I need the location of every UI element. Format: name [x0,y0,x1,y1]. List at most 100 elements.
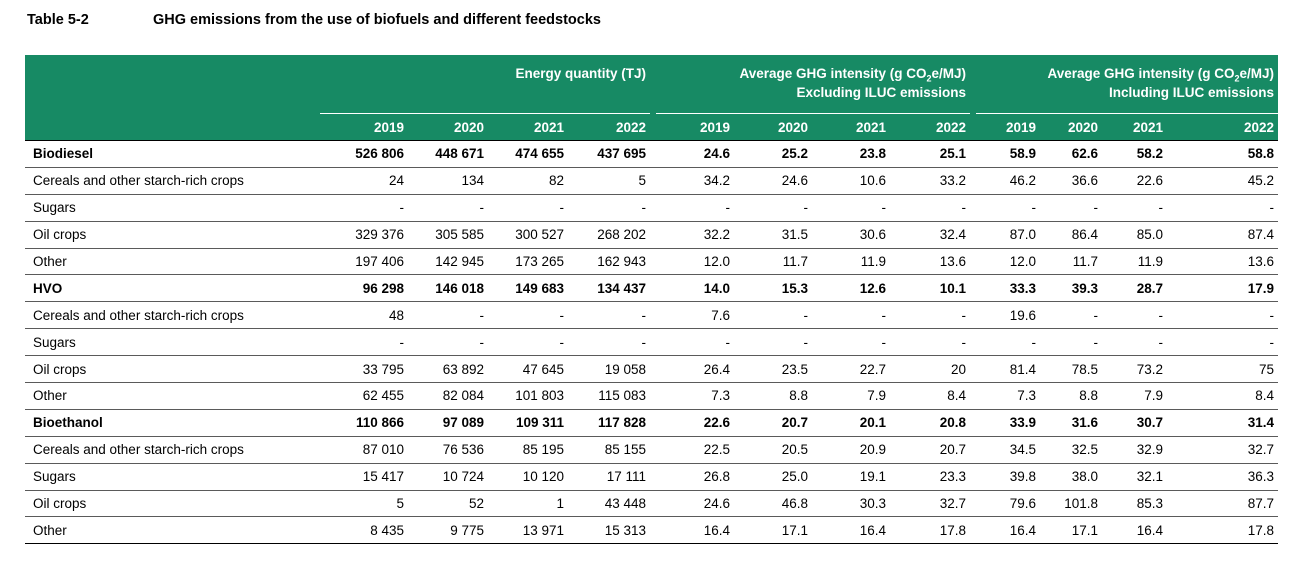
table-cell: 8 435 [320,516,408,545]
table-cell: 16.4 [1102,516,1168,545]
table-cell: 11.9 [1102,248,1168,276]
row-label: Bioethanol [25,409,320,437]
table-cell: 32.7 [890,490,971,518]
table-cell: - [1167,301,1279,330]
table-cell: 12.0 [976,248,1041,276]
table-cell: 30.6 [812,221,891,249]
table-cell: 87.0 [976,221,1041,249]
table-cell: 10.1 [890,274,971,303]
table-cell: 25.0 [734,463,813,491]
table-cell: 20.7 [734,409,813,437]
table-cell: 11.7 [1040,248,1103,276]
table-cell: - [568,328,651,357]
table-cell: 58.9 [976,140,1041,168]
table-cell: 16.4 [812,516,891,545]
table-cell: - [734,301,813,330]
table-body: Biodiesel 526 806 448 671 474 655 437 695 24.… [25,140,1279,545]
table-cell: 12.6 [812,274,891,303]
table-row: Cereals and other starch-rich crops 48- - -… [25,301,1279,330]
table-cell: 96 298 [320,274,408,303]
table-cell: - [734,194,813,222]
table-cell: - [1167,194,1279,222]
table-cell: 58.2 [1102,140,1168,168]
table-cell: 11.7 [734,248,813,276]
table-cell: 526 806 [320,140,408,168]
table-cell: 134 437 [568,274,651,303]
table-cell: 17.9 [1167,274,1279,303]
year-header: 2019 [976,113,1041,141]
table-cell: 8.8 [1040,382,1103,410]
table-row: Oil crops 329 376 305 585 300 527 268 202 32.… [25,221,1279,249]
table-cell: 5 [320,490,408,518]
table-cell: 31.6 [1040,409,1103,437]
table-cell: 7.9 [1102,382,1168,410]
table-cell: 305 585 [408,221,488,249]
table-cell: 115 083 [568,382,651,410]
table-cell: - [408,328,488,357]
table-cell: 14.0 [656,274,735,303]
table-cell: 8.8 [734,382,813,410]
row-label: Sugars [25,463,320,491]
row-label: Cereals and other starch-rich crops [25,301,320,330]
table-cell: 33 795 [320,355,408,384]
table-cell: 79.6 [976,490,1041,518]
table-cell: 26.8 [656,463,735,491]
table-cell: - [1102,328,1168,357]
table-cell: 8.4 [890,382,971,410]
table-cell: - [408,301,488,330]
table-cell: 24 [320,167,408,195]
table-cell: 28.7 [1102,274,1168,303]
table-cell: 82 084 [408,382,488,410]
row-label: Biodiesel [25,140,320,168]
table-cell: - [1040,194,1103,222]
table-cell: - [656,194,735,222]
row-label: Sugars [25,328,320,357]
table-cell: - [568,301,651,330]
table-cell: 17.8 [890,516,971,545]
table-cell: 22.6 [656,409,735,437]
table-cell: 85 155 [568,436,651,464]
table-cell: 12.0 [656,248,735,276]
table-row-group: HVO 96 298 146 018 149 683 134 437 14.0 15.3 12… [25,274,1279,303]
year-header: 2021 [812,113,891,141]
table-cell: 17 111 [568,463,651,491]
table-cell: 8.4 [1167,382,1279,410]
table-cell: 19.6 [976,301,1041,330]
table-cell: - [1040,328,1103,357]
table-cell: 39.3 [1040,274,1103,303]
table-cell: - [488,194,568,222]
table-cell: - [976,194,1041,222]
table-cell: 48 [320,301,408,330]
table-cell: 149 683 [488,274,568,303]
table-row: Sugars - - - - - - - - - - - - [25,328,1279,357]
table-cell: 85 195 [488,436,568,464]
year-header: 2022 [1167,113,1279,141]
table-cell: 1 [488,490,568,518]
table-cell: - [812,328,891,357]
table-cell: 20.5 [734,436,813,464]
table-cell: 38.0 [1040,463,1103,491]
table-cell: 300 527 [488,221,568,249]
table-cell: 9 775 [408,516,488,545]
table-cell: 97 089 [408,409,488,437]
table-row: Sugars - - - - - - - - - - - - [25,194,1279,222]
table-cell: - [812,301,891,330]
table-cell: 17.1 [1040,516,1103,545]
table-row: Cereals and other starch-rich crops 24 134… [25,167,1279,195]
table-cell: 101.8 [1040,490,1103,518]
table-cell: 36.3 [1167,463,1279,491]
table-cell: 34.2 [656,167,735,195]
table-cell: 7.6 [656,301,735,330]
table-cell: 5 [568,167,651,195]
table-row: Other 62 455 82 084 101 803 115 083 7.3 8.8 7.9… [25,382,1279,410]
table-cell: 87.4 [1167,221,1279,249]
table-cell: 85.0 [1102,221,1168,249]
year-header: 2020 [1040,113,1103,141]
table-cell: 25.2 [734,140,813,168]
table-cell: 52 [408,490,488,518]
table-cell: 87 010 [320,436,408,464]
table-cell: - [488,301,568,330]
table-cell: 7.3 [976,382,1041,410]
table-cell: 24.6 [734,167,813,195]
table-row: Other 8 435 9 775 13 971 15 313 16.4 17.1 16.4 1… [25,516,1279,545]
